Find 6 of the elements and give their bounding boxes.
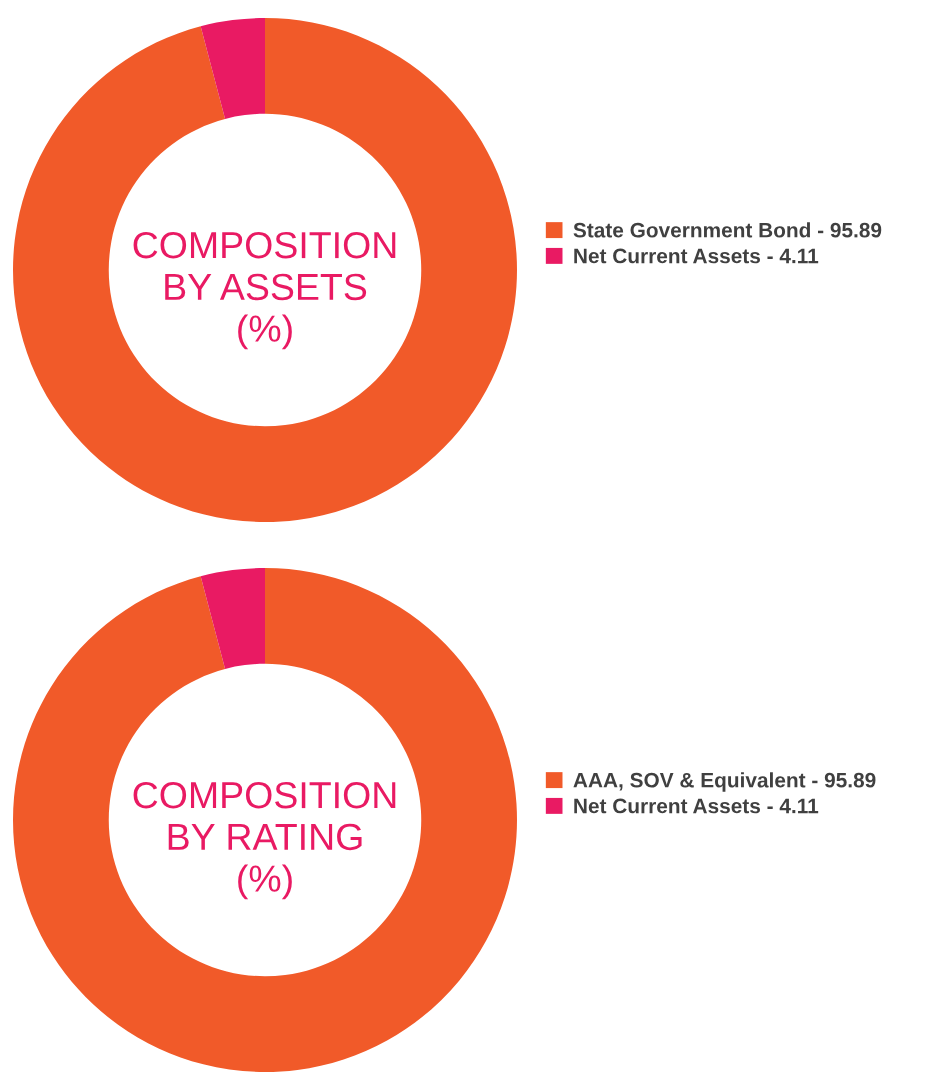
text: COMPOSITION BY RATING (%) [133, 781, 396, 900]
legend-label: Net Current Assets - 4.11 [574, 798, 819, 814]
legend-label: State Government Bond - 95.89 [573, 222, 882, 238]
legend-label: Net Current Assets - 4.11 [574, 248, 819, 264]
legend-label: AAA, SOV & Equivalent - 95.89 [573, 772, 876, 792]
text: COMPOSITION BY ASSETS (%) [133, 231, 396, 350]
